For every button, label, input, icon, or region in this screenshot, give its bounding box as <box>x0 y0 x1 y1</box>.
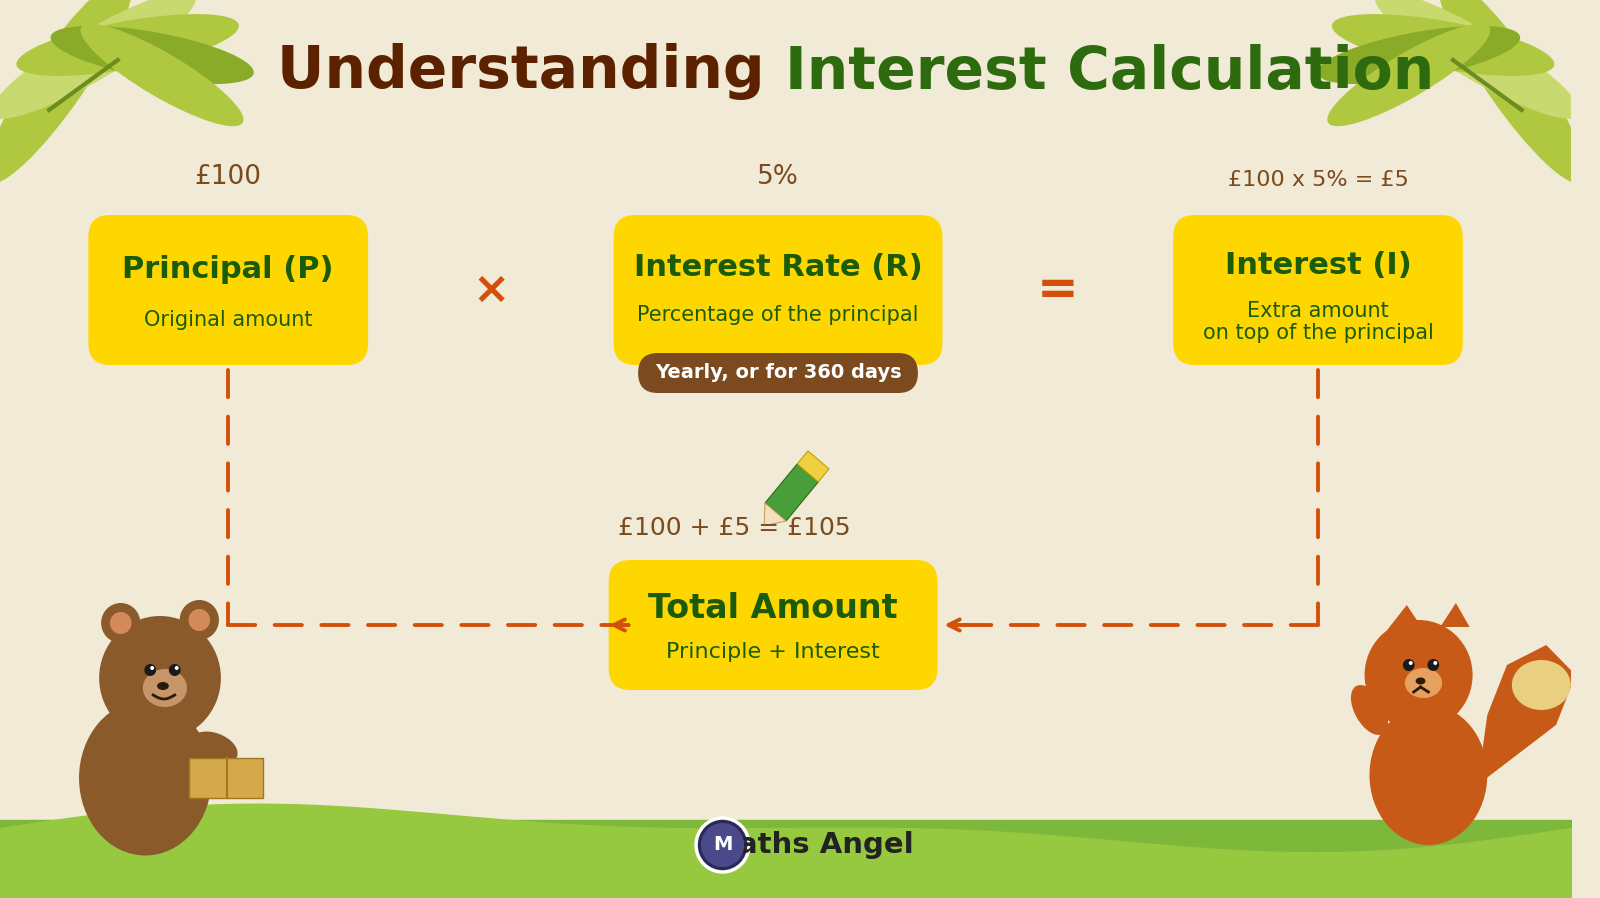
FancyBboxPatch shape <box>608 560 938 690</box>
Text: =: = <box>1037 266 1078 314</box>
Text: Understanding Interest Calculation: Understanding Interest Calculation <box>206 43 1363 101</box>
Circle shape <box>1403 659 1414 671</box>
Text: Principle + Interest: Principle + Interest <box>666 642 880 662</box>
Circle shape <box>1427 659 1438 671</box>
Circle shape <box>179 600 219 640</box>
Ellipse shape <box>157 682 170 690</box>
Text: Interest Rate (R): Interest Rate (R) <box>634 252 922 281</box>
Ellipse shape <box>1317 26 1520 84</box>
Circle shape <box>150 666 154 670</box>
Ellipse shape <box>16 14 238 76</box>
Text: Yearly, or for 360 days: Yearly, or for 360 days <box>654 364 901 383</box>
Circle shape <box>144 664 157 676</box>
Ellipse shape <box>0 0 197 119</box>
Polygon shape <box>1477 645 1576 785</box>
Text: Extra amount: Extra amount <box>1246 301 1389 321</box>
Polygon shape <box>765 464 818 521</box>
Text: Interest Calculation: Interest Calculation <box>786 43 1435 101</box>
Ellipse shape <box>1512 660 1571 710</box>
Text: Principal (P): Principal (P) <box>123 256 334 285</box>
Circle shape <box>701 823 744 867</box>
Text: ×: × <box>472 269 509 312</box>
FancyBboxPatch shape <box>88 215 368 365</box>
Ellipse shape <box>78 700 211 856</box>
Ellipse shape <box>190 732 238 764</box>
Circle shape <box>696 818 749 872</box>
Ellipse shape <box>1331 14 1554 76</box>
Circle shape <box>189 609 210 631</box>
Circle shape <box>1434 661 1437 665</box>
Circle shape <box>1365 620 1472 730</box>
Polygon shape <box>797 451 829 482</box>
Text: Original amount: Original amount <box>144 310 312 330</box>
Circle shape <box>170 664 181 676</box>
Text: £100 x 5% = £5: £100 x 5% = £5 <box>1227 170 1408 190</box>
Polygon shape <box>765 503 786 526</box>
FancyBboxPatch shape <box>1173 215 1462 365</box>
Ellipse shape <box>1416 677 1426 684</box>
FancyBboxPatch shape <box>613 215 942 365</box>
Polygon shape <box>1440 603 1470 627</box>
Text: Total Amount: Total Amount <box>648 592 898 624</box>
Text: £100 + £5 = £105: £100 + £5 = £105 <box>618 516 850 540</box>
Polygon shape <box>1387 605 1424 630</box>
Text: Maths Angel: Maths Angel <box>709 831 914 859</box>
Ellipse shape <box>142 669 187 707</box>
Ellipse shape <box>51 26 254 84</box>
Ellipse shape <box>1438 0 1586 183</box>
Ellipse shape <box>1405 668 1442 698</box>
Ellipse shape <box>1328 24 1490 127</box>
Text: £100: £100 <box>195 164 262 190</box>
Circle shape <box>99 616 221 740</box>
Circle shape <box>1408 661 1413 665</box>
Ellipse shape <box>1370 705 1488 845</box>
Text: Interest (I): Interest (I) <box>1224 251 1411 279</box>
Text: M: M <box>714 835 733 855</box>
Text: Percentage of the principal: Percentage of the principal <box>637 305 918 325</box>
Ellipse shape <box>80 24 243 127</box>
Text: Understanding: Understanding <box>277 43 786 101</box>
Ellipse shape <box>0 0 133 183</box>
Circle shape <box>101 603 141 643</box>
Text: 5%: 5% <box>757 164 798 190</box>
Ellipse shape <box>1374 0 1581 119</box>
FancyBboxPatch shape <box>638 353 918 393</box>
Polygon shape <box>189 758 262 798</box>
Circle shape <box>110 612 131 634</box>
Circle shape <box>174 666 179 670</box>
Text: on top of the principal: on top of the principal <box>1203 323 1434 343</box>
Ellipse shape <box>1350 685 1389 735</box>
